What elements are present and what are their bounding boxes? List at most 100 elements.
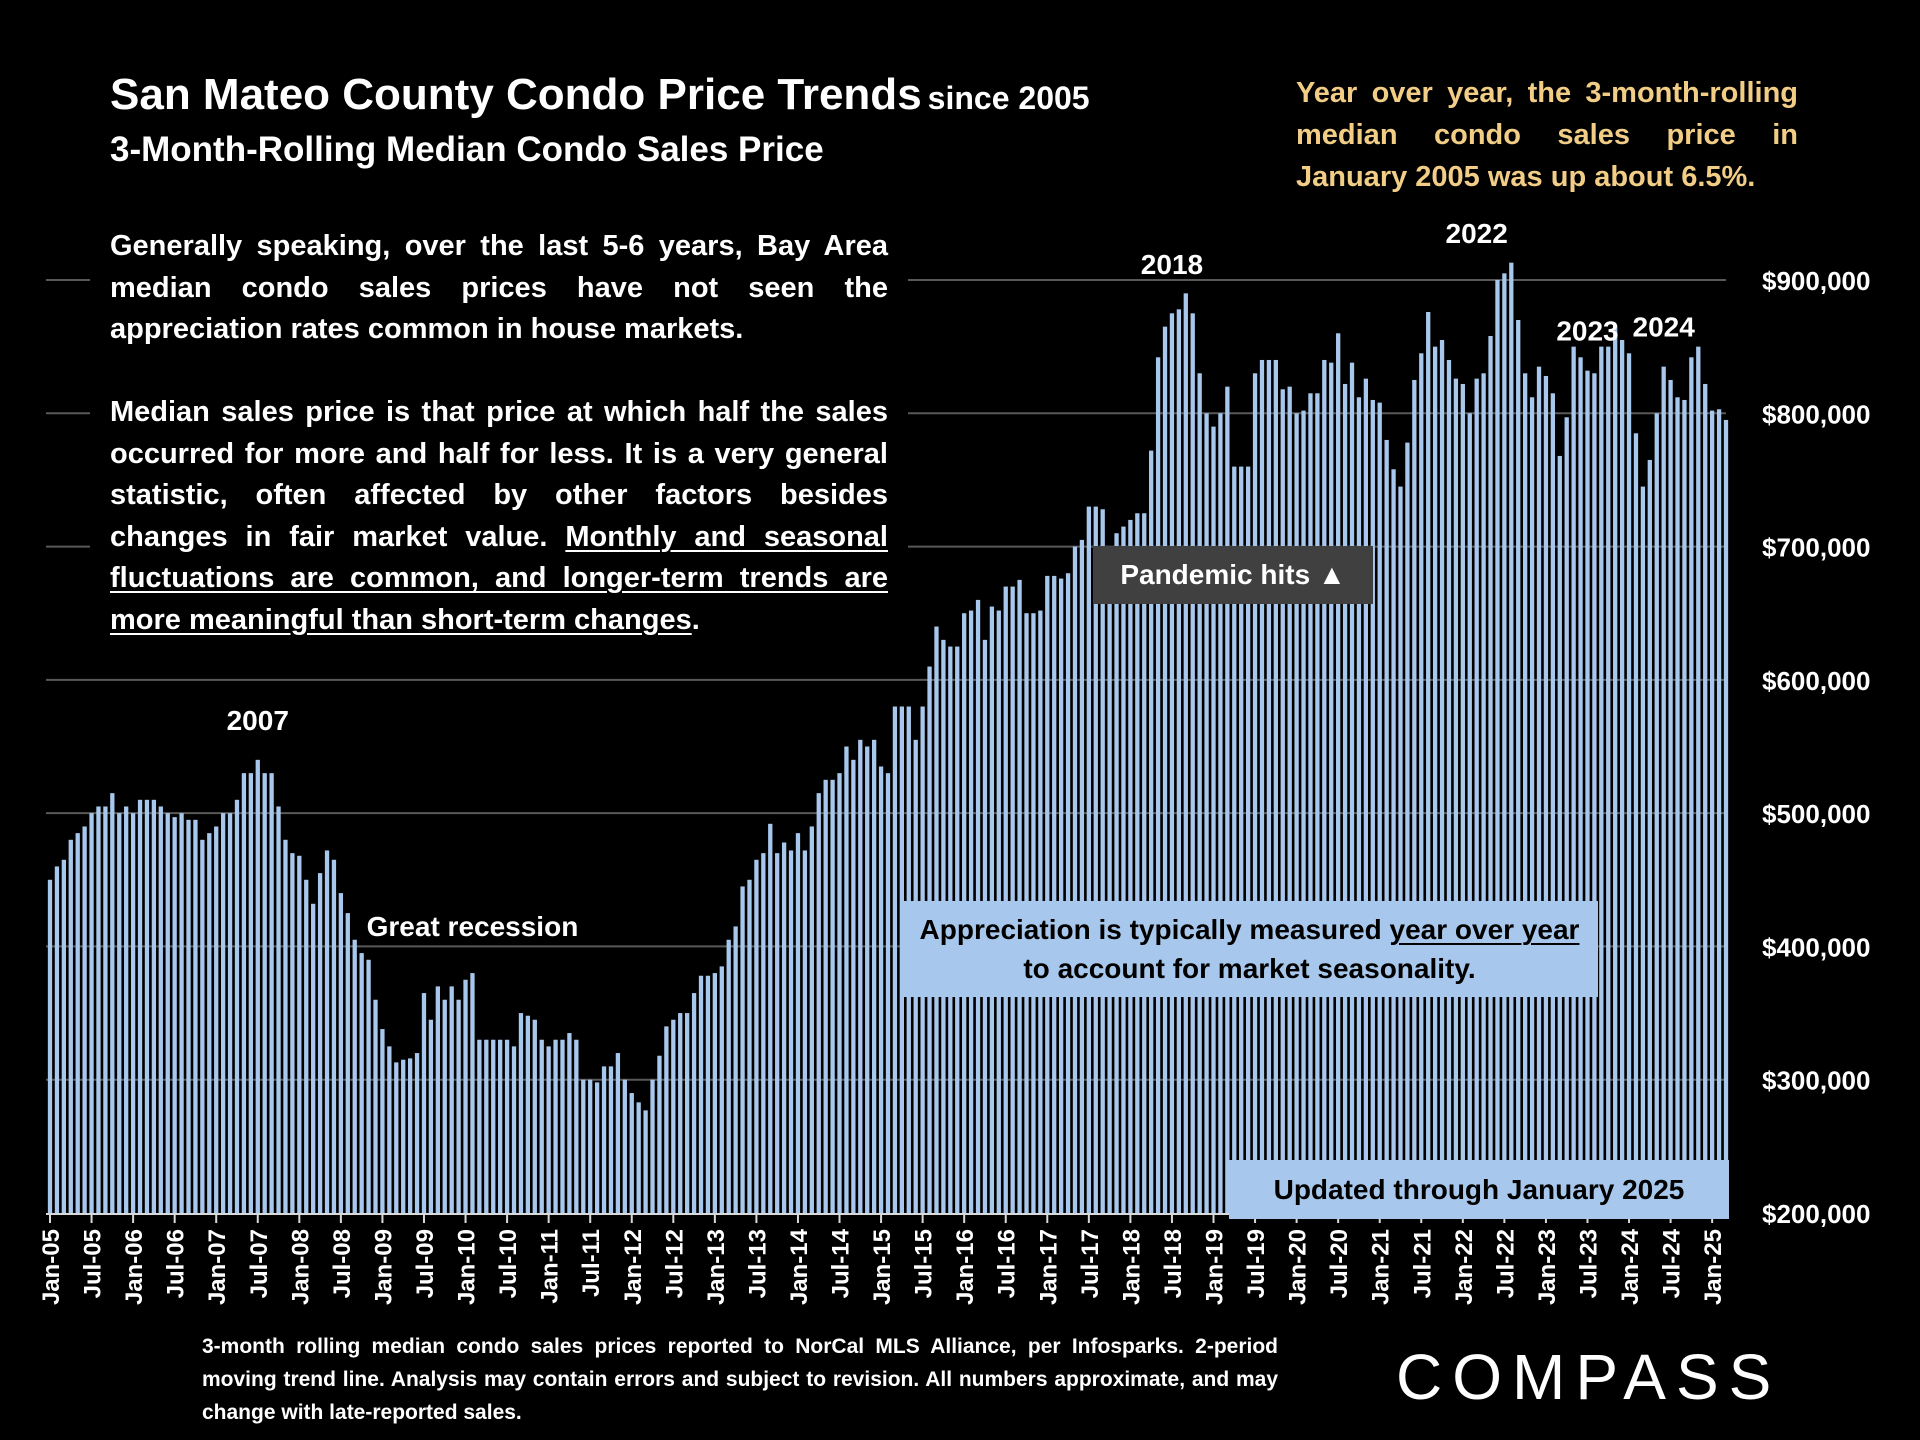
- bar: [553, 1039, 558, 1213]
- bar: [1239, 466, 1244, 1214]
- bar: [200, 839, 205, 1213]
- bar: [165, 813, 170, 1213]
- bar: [158, 806, 163, 1213]
- bar: [1481, 373, 1486, 1213]
- bar: [1606, 346, 1611, 1213]
- bar: [1232, 466, 1237, 1214]
- x-tick-label: Jul-16: [994, 1229, 1021, 1298]
- y-tick-label: $400,000: [1762, 932, 1870, 962]
- bar: [297, 855, 302, 1213]
- bar: [1135, 513, 1140, 1213]
- bar: [456, 999, 461, 1213]
- bar: [858, 739, 863, 1213]
- bar: [629, 1093, 634, 1213]
- bar: [740, 886, 745, 1213]
- bar: [214, 826, 219, 1213]
- bar: [1045, 575, 1050, 1213]
- x-tick-label: Jul-13: [744, 1229, 771, 1298]
- bar: [560, 1039, 565, 1213]
- x-tick-label: Jul-09: [412, 1229, 439, 1298]
- title-since: since 2005: [927, 80, 1090, 116]
- bar: [671, 1019, 676, 1213]
- bar: [220, 813, 226, 1213]
- x-tick-label: Jan-09: [370, 1229, 397, 1305]
- bar: [1301, 410, 1306, 1213]
- bar: [1322, 359, 1327, 1214]
- bar: [96, 806, 101, 1213]
- bar: [1723, 419, 1729, 1213]
- bar: [601, 1066, 607, 1213]
- x-axis: Jan-05 Jul-05 Jan-06 Jul-06 Jan-07 Jul-07 Jan-…: [38, 1213, 1727, 1305]
- bar: [678, 1013, 683, 1213]
- bar: [1273, 359, 1278, 1214]
- x-tick-label: Jul-24: [1659, 1228, 1686, 1298]
- bar: [574, 1039, 579, 1213]
- bar: [726, 939, 731, 1213]
- footnote: 3-month rolling median condo sales price…: [202, 1335, 1278, 1424]
- bar: [1654, 413, 1659, 1213]
- chart-annotation: 2023: [1556, 316, 1618, 347]
- bar: [1336, 333, 1341, 1213]
- bar: [1072, 546, 1078, 1213]
- pandemic-hits-label: Pandemic hits ▲: [1093, 546, 1373, 604]
- paragraph-underlined: Monthly and seasonal fluctuations are co…: [110, 520, 888, 636]
- bar: [255, 759, 260, 1213]
- x-tick-label: Jul-14: [828, 1228, 855, 1298]
- bar: [407, 1058, 413, 1213]
- bar: [532, 1019, 537, 1213]
- x-tick-label: Jul-22: [1492, 1229, 1519, 1298]
- x-tick-label: Jul-06: [163, 1229, 190, 1298]
- bar: [608, 1066, 614, 1213]
- y-tick-label: $800,000: [1762, 399, 1870, 429]
- bar: [186, 819, 191, 1213]
- bar: [588, 1079, 593, 1213]
- bar: [1377, 402, 1382, 1213]
- bar: [504, 1039, 510, 1213]
- bars: [47, 262, 1729, 1214]
- bar: [442, 999, 447, 1213]
- x-tick-label: Jul-18: [1160, 1229, 1187, 1298]
- bar: [719, 966, 724, 1213]
- x-tick-label: Jul-20: [1326, 1229, 1353, 1298]
- bar: [241, 773, 247, 1213]
- bar: [1017, 579, 1022, 1213]
- x-tick-label: Jan-24: [1617, 1228, 1644, 1305]
- bar: [705, 975, 711, 1213]
- x-tick-label: Jul-07: [246, 1229, 273, 1298]
- bar: [1356, 397, 1362, 1213]
- bar: [1169, 313, 1175, 1213]
- bar: [650, 1079, 655, 1213]
- bar: [511, 1046, 517, 1213]
- x-tick-label: Jan-07: [204, 1229, 231, 1305]
- x-tick-label: Jul-12: [661, 1229, 688, 1298]
- x-tick-label: Jan-16: [952, 1229, 979, 1305]
- bar: [283, 839, 288, 1213]
- bar: [733, 926, 738, 1213]
- bar: [1550, 393, 1555, 1213]
- bar: [546, 1046, 551, 1213]
- bar: [311, 903, 316, 1213]
- chart-annotation: 2022: [1446, 218, 1508, 249]
- bar: [754, 859, 759, 1213]
- bar: [1329, 362, 1334, 1213]
- bar: [1183, 293, 1188, 1214]
- x-tick-label: Jan-25: [1700, 1229, 1727, 1305]
- bar: [1682, 399, 1687, 1214]
- bar: [1086, 506, 1091, 1214]
- bar: [1661, 366, 1666, 1213]
- bar: [324, 850, 330, 1213]
- bar: [262, 773, 267, 1213]
- x-tick-label: Jul-19: [1243, 1229, 1270, 1298]
- bar: [1564, 417, 1569, 1213]
- bar: [137, 799, 143, 1213]
- bar: [518, 1013, 524, 1213]
- bar: [567, 1033, 572, 1213]
- bar: [1204, 413, 1209, 1213]
- bar: [394, 1062, 399, 1213]
- bar: [539, 1039, 544, 1213]
- bar: [830, 779, 835, 1213]
- bar: [317, 873, 323, 1213]
- x-tick-label: Jan-14: [786, 1228, 813, 1305]
- bar: [1668, 379, 1673, 1214]
